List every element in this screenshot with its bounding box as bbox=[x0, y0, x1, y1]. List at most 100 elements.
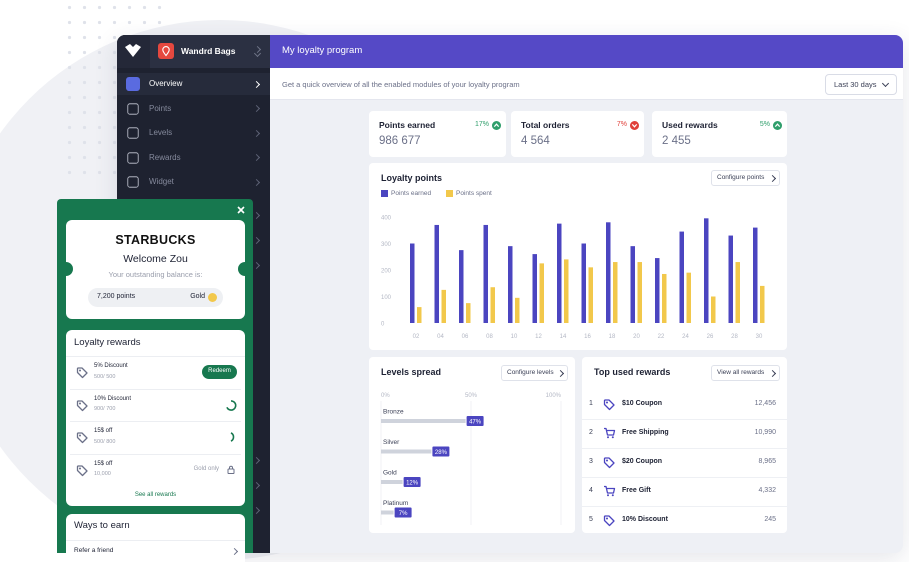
card-title: Top used rewards bbox=[594, 366, 671, 377]
divider bbox=[70, 388, 241, 390]
action-button[interactable] bbox=[501, 365, 568, 381]
reward-name: 5% Discount bbox=[94, 363, 128, 370]
bar bbox=[679, 231, 684, 323]
legend-swatch bbox=[381, 190, 388, 197]
bar bbox=[381, 449, 432, 454]
tag-icon bbox=[76, 464, 88, 476]
see-all-link[interactable]: See all rewards bbox=[134, 492, 177, 499]
icon-part bbox=[491, 120, 501, 130]
close-icon[interactable] bbox=[237, 206, 245, 214]
stat-change: 17% bbox=[474, 120, 489, 128]
bar bbox=[637, 262, 642, 323]
x-tick-label: 30 bbox=[756, 334, 763, 340]
store-pin bbox=[162, 46, 170, 57]
action-button[interactable] bbox=[711, 170, 780, 186]
bar bbox=[613, 262, 618, 323]
reward-count: 12,456 bbox=[754, 399, 776, 407]
reward-rank: 5 bbox=[589, 515, 593, 523]
earn-card bbox=[66, 514, 245, 562]
nav-item[interactable]: Points bbox=[149, 103, 172, 113]
bar bbox=[760, 285, 765, 323]
lock-icon bbox=[227, 465, 235, 474]
icon-part bbox=[603, 399, 615, 411]
nav-item[interactable]: Overview bbox=[149, 79, 183, 89]
tag-icon bbox=[603, 457, 615, 469]
divider bbox=[66, 356, 245, 357]
nav-item[interactable]: Levels bbox=[149, 128, 173, 138]
value-label: 7% bbox=[399, 511, 408, 517]
x-tick-label: 08 bbox=[486, 334, 493, 340]
points-balance: 7,200 points bbox=[97, 293, 136, 301]
nav-icon[interactable] bbox=[127, 176, 139, 188]
value-label: 12% bbox=[406, 480, 419, 486]
bar bbox=[532, 254, 537, 323]
x-tick-label: 28 bbox=[731, 334, 738, 340]
nav-icon[interactable] bbox=[127, 127, 139, 139]
tag-icon bbox=[603, 399, 615, 411]
x-tick-label: 50% bbox=[465, 393, 478, 399]
icon-part bbox=[606, 401, 608, 404]
x-tick-label: 100% bbox=[546, 393, 562, 399]
stat-arrow bbox=[772, 120, 782, 130]
category-label: Silver bbox=[383, 439, 400, 446]
reward-progress: 500/ 500 bbox=[94, 373, 116, 380]
reward-name: Free Shipping bbox=[622, 428, 669, 436]
icon-part bbox=[493, 122, 499, 127]
bar bbox=[557, 223, 562, 323]
stat-value: 2 455 bbox=[662, 135, 691, 148]
x-tick-label: 10 bbox=[511, 334, 518, 340]
card bbox=[369, 357, 575, 533]
bar bbox=[381, 480, 403, 484]
nav-item[interactable]: Widget bbox=[149, 177, 174, 187]
earn-title: Ways to earn bbox=[74, 520, 130, 532]
redeem-button[interactable] bbox=[202, 365, 237, 379]
reward-name: 15$ off bbox=[94, 428, 113, 435]
bar bbox=[564, 259, 569, 323]
tag-icon bbox=[76, 367, 88, 379]
legend-label: Points spent bbox=[456, 190, 492, 198]
y-tick-label: 400 bbox=[381, 216, 392, 222]
stat-value: 4 564 bbox=[521, 135, 550, 148]
divider bbox=[70, 421, 241, 422]
tag-icon bbox=[76, 432, 88, 444]
tag-icon bbox=[76, 399, 88, 411]
page-title: My loyalty program bbox=[282, 45, 363, 57]
x-tick-label: 18 bbox=[609, 334, 616, 340]
action-label[interactable]: Configure points bbox=[717, 174, 765, 182]
action-button[interactable] bbox=[711, 365, 780, 381]
redeem-label[interactable]: Redeem bbox=[208, 368, 231, 375]
reward-progress: 900/ 700 bbox=[94, 406, 116, 413]
reward-count: 10,990 bbox=[754, 428, 776, 436]
stat-label: Used rewards bbox=[662, 119, 718, 130]
nav-active-bg[interactable] bbox=[117, 73, 270, 95]
bar bbox=[711, 296, 716, 323]
points-pill bbox=[88, 288, 223, 307]
date-dropdown[interactable] bbox=[825, 74, 897, 95]
bar bbox=[483, 224, 488, 323]
bar bbox=[686, 272, 691, 323]
stat-label: Total orders bbox=[521, 119, 570, 130]
bar bbox=[662, 273, 667, 323]
chart-title: Loyalty points bbox=[381, 172, 443, 183]
app-logo bbox=[125, 44, 141, 57]
nav-item[interactable]: Rewards bbox=[149, 152, 181, 162]
nav-icon[interactable] bbox=[127, 102, 139, 115]
icon-part bbox=[772, 120, 782, 130]
level-dot bbox=[208, 293, 217, 302]
reward-note: Gold only bbox=[193, 465, 219, 472]
page-subtitle: Get a quick overview of all the enabled … bbox=[282, 79, 520, 89]
stat-arrow bbox=[491, 120, 501, 130]
icon-part bbox=[79, 369, 81, 372]
action-label[interactable]: Configure levels bbox=[507, 369, 554, 377]
nav-icon[interactable] bbox=[126, 77, 140, 91]
action-label[interactable]: View all rewards bbox=[717, 369, 765, 377]
value-label-bg bbox=[466, 416, 484, 426]
x-tick-label: 0% bbox=[381, 393, 390, 399]
nav-icon[interactable] bbox=[127, 151, 139, 164]
icon-part bbox=[604, 485, 616, 494]
bar bbox=[753, 227, 758, 323]
reward-count: 8,965 bbox=[758, 457, 776, 465]
